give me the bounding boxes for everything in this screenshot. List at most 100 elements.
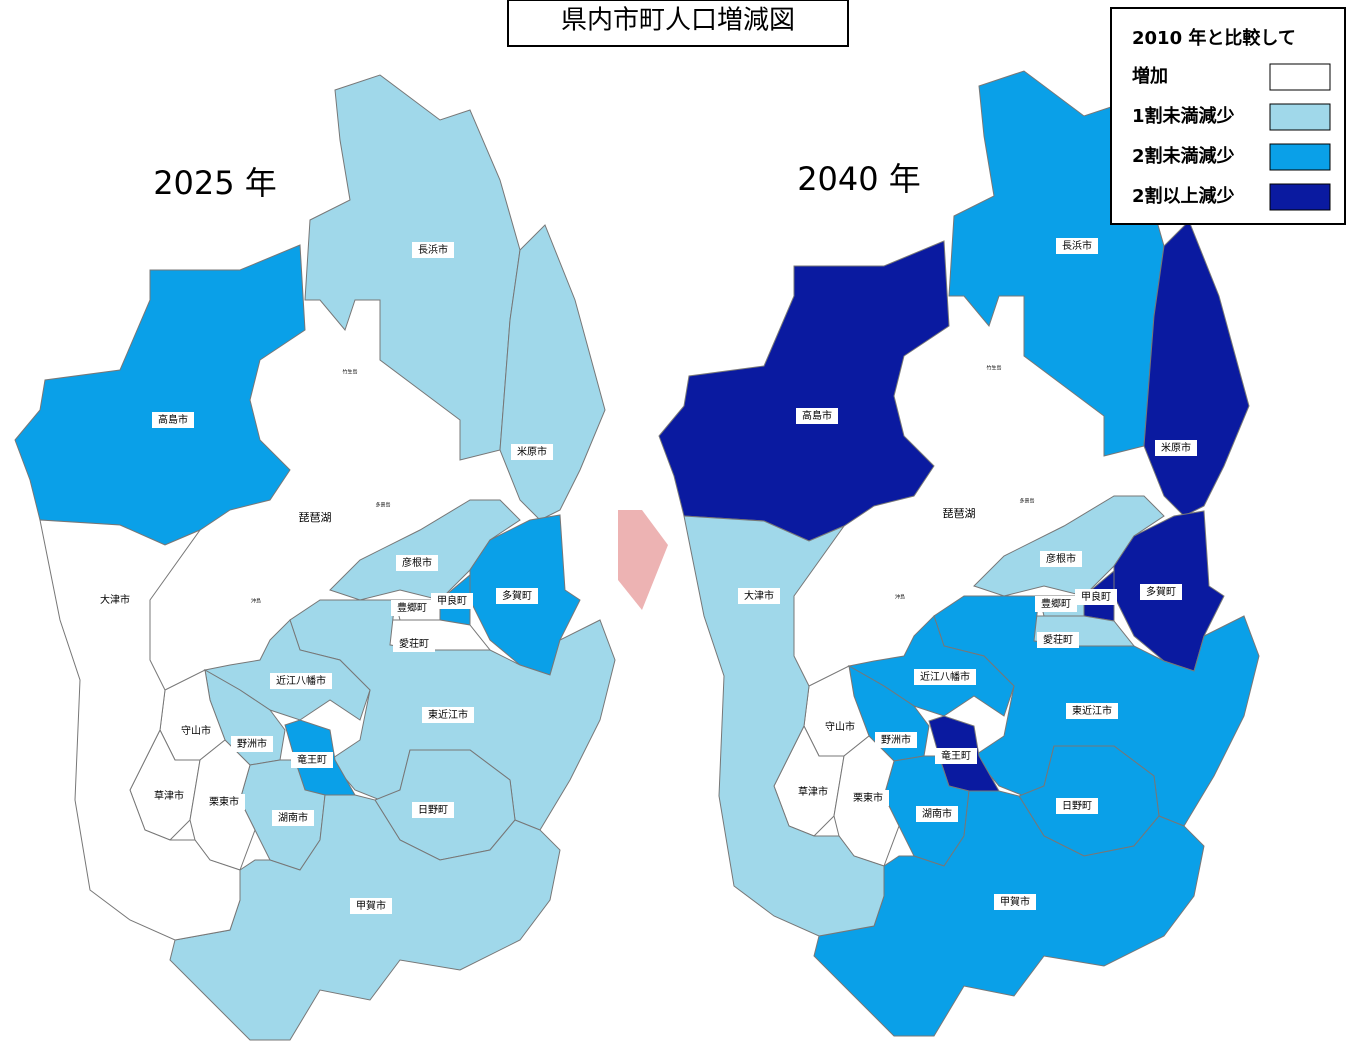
municipality-label-box (994, 894, 1036, 910)
municipality-label-box (496, 588, 538, 604)
municipality-label: 長浜市 (418, 243, 448, 256)
municipality-label-box (875, 732, 917, 748)
municipality-label-box (792, 784, 834, 800)
municipality-label-box (1075, 589, 1117, 605)
municipality-label-box (914, 669, 976, 685)
municipality-label: 栗東市 (209, 795, 239, 808)
municipality-label: 彦根市 (402, 556, 432, 569)
lake-label: 琵琶湖 (943, 507, 976, 520)
municipality-label: 豊郷町 (397, 601, 427, 614)
island-label: 竹生島 (342, 369, 357, 376)
municipality-label: 栗東市 (853, 791, 883, 804)
municipality-label: 多賀町 (502, 589, 532, 602)
municipality-label: 豊郷町 (1041, 597, 1071, 610)
municipality-label-box (412, 802, 454, 818)
municipality-label: 守山市 (181, 724, 211, 737)
municipality-label: 甲賀市 (356, 899, 386, 912)
municipality-label-box (152, 412, 194, 428)
legend-heading: 2010 年と比較して (1132, 27, 1296, 49)
municipality-label-box (393, 636, 435, 652)
municipality-label: 湖南市 (278, 811, 308, 824)
municipality-label-box (847, 790, 889, 806)
municipality-label: 日野町 (418, 804, 448, 816)
municipality-label-box (1037, 632, 1079, 648)
municipality (14, 244, 306, 546)
municipality-label-box (175, 723, 217, 739)
municipality-label-box (511, 444, 553, 460)
municipality-label-box (203, 794, 245, 810)
island-label: 沖島 (251, 598, 261, 605)
legend-label: 2割未満減少 (1132, 145, 1235, 167)
municipality-label-box (291, 752, 333, 768)
title: 県内市町人口増減図 (561, 6, 795, 36)
municipality (203, 619, 371, 721)
municipality-label: 竜王町 (297, 753, 327, 766)
municipality-label: 湖南市 (922, 807, 952, 820)
municipality-label: 甲賀市 (1000, 895, 1030, 908)
map-year: 2025 年 (153, 164, 277, 202)
municipality-label-box (350, 898, 392, 914)
municipality (658, 240, 950, 542)
legend: 2010 年と比較して 増加 1割未満減少 2割未満減少 2割以上減少 (1110, 7, 1346, 225)
municipality-label-box (916, 806, 958, 822)
island-label: 沖島 (895, 594, 905, 601)
municipality-label: 近江八幡市 (276, 674, 326, 687)
municipality-label: 野洲市 (237, 737, 267, 750)
legend-swatch (1269, 143, 1331, 171)
municipality-label: 守山市 (825, 720, 855, 733)
municipality-label-box (1056, 798, 1098, 814)
municipality-label-box (422, 707, 474, 723)
municipality-label: 日野町 (1062, 800, 1092, 812)
municipality-label-box (431, 593, 473, 609)
municipality-label-box (1056, 238, 1098, 254)
municipality-label-box (231, 736, 273, 752)
municipality-label-box (412, 242, 454, 258)
municipality-label: 彦根市 (1046, 552, 1076, 565)
legend-swatch (1269, 103, 1331, 131)
municipality-label: 東近江市 (428, 708, 468, 721)
municipality-label-box (1066, 703, 1118, 719)
municipality (304, 74, 521, 461)
municipality-label-box (796, 408, 838, 424)
municipality (847, 615, 1015, 717)
municipality (329, 499, 521, 601)
legend-label: 2割以上減少 (1132, 185, 1235, 207)
municipality-label-box (935, 748, 977, 764)
municipality-label: 米原市 (517, 445, 547, 458)
municipality-label: 甲良町 (437, 594, 467, 607)
municipality-label-box (148, 788, 190, 804)
title-box (507, 0, 849, 47)
municipality-label: 米原市 (1161, 441, 1191, 454)
municipality-label-box (738, 588, 780, 604)
municipality-label: 大津市 (744, 589, 774, 602)
lake-label: 琵琶湖 (299, 511, 332, 524)
legend-swatch (1269, 183, 1331, 211)
municipality (813, 790, 1205, 1037)
municipality-label: 長浜市 (1062, 239, 1092, 252)
municipality-label: 愛荘町 (1043, 633, 1073, 646)
island-label: 多景島 (1019, 498, 1034, 505)
municipality-label: 近江八幡市 (920, 670, 970, 683)
municipality-label-box (396, 555, 438, 571)
municipality-label-box (819, 719, 861, 735)
municipality (973, 495, 1165, 597)
municipality (683, 515, 885, 937)
municipality-label: 東近江市 (1072, 704, 1112, 717)
municipality-label: 大津市 (100, 593, 130, 606)
arrow (618, 510, 668, 610)
legend-label: 1割未満減少 (1132, 105, 1235, 127)
municipality-label: 甲良町 (1081, 590, 1111, 603)
municipality-label-box (272, 810, 314, 826)
municipality-label: 多賀町 (1146, 585, 1176, 598)
municipality-label: 草津市 (798, 785, 828, 798)
municipality-label-box (94, 592, 136, 608)
municipality-label: 愛荘町 (399, 637, 429, 650)
municipality-label-box (270, 673, 332, 689)
island-label: 竹生島 (986, 365, 1001, 372)
municipality (39, 519, 241, 941)
municipality-label: 高島市 (158, 413, 188, 426)
legend-swatch (1269, 63, 1331, 91)
